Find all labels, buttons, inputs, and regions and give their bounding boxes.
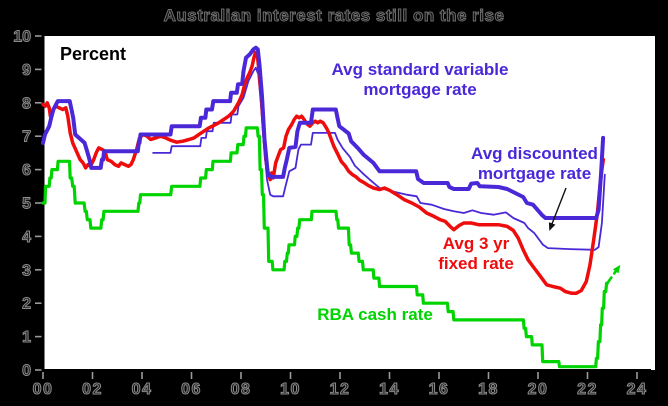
y-axis-tick-label: 2 (22, 296, 31, 313)
series-rba-cash-rate (41, 126, 609, 369)
x-axis-tick-label: 10 (280, 381, 301, 398)
y-axis-tick-label: 3 (22, 262, 31, 279)
y-axis-tick-label: 4 (22, 229, 31, 246)
legend-standard-variable-line1: Avg standard variable (331, 60, 509, 79)
x-axis-tick-label: 08 (231, 381, 252, 398)
discounted-label-arrow (548, 187, 567, 231)
x-axis-tick-label: 22 (577, 381, 598, 398)
legend-discounted-mortgage-rate: Avg discounted mortgage rate (437, 144, 632, 184)
y-axis-tick-label: 10 (13, 29, 31, 46)
y-axis-tick-label: 6 (22, 162, 31, 179)
legend-standard-variable-line2: mortgage rate (363, 80, 477, 99)
plot-area (43, 36, 655, 370)
x-axis-tick-label: 18 (478, 381, 499, 398)
series-rba-cash-rate-projection (605, 264, 621, 285)
y-axis-tick-label: 1 (22, 329, 31, 346)
x-axis-tick-label: 06 (181, 381, 202, 398)
legend-fixed-line2: fixed rate (438, 254, 514, 273)
y-axis-tick-label: 9 (22, 62, 31, 79)
y-axis-unit-label: Percent (60, 44, 127, 64)
legend-fixed-line1: Avg 3 yr (442, 234, 510, 253)
y-axis-tick-label: 7 (22, 129, 31, 146)
series-avg-3-yr-fixed-rate (41, 50, 606, 295)
chart-title: Australian interest rates still on the r… (163, 6, 505, 26)
series-avg-standard-variable-mortgage-rate (41, 45, 606, 220)
y-axis-tick-label: 5 (22, 196, 31, 213)
y-axis-tick-label: 8 (22, 95, 31, 112)
legend-discounted-line2: mortgage rate (477, 164, 592, 183)
x-axis-tick-label: 16 (429, 381, 450, 398)
legend-3yr-fixed-rate: Avg 3 yr fixed rate (400, 234, 552, 274)
x-axis-tick-label: 20 (528, 381, 549, 398)
x-axis-tick-label: 04 (132, 381, 153, 398)
x-axis-tick-label: 02 (82, 381, 103, 398)
x-axis-tick-label: 00 (33, 381, 54, 398)
x-axis-tick-label: 24 (627, 381, 648, 398)
legend-standard-variable-mortgage-rate: Avg standard variable mortgage rate (300, 60, 540, 100)
x-axis-tick-label: 14 (379, 381, 400, 398)
y-axis-tick-label: 0 (22, 363, 31, 380)
legend-discounted-line1: Avg discounted (471, 144, 598, 163)
legend-rba-cash-rate: RBA cash rate (317, 305, 433, 324)
x-axis-tick-label: 12 (330, 381, 351, 398)
